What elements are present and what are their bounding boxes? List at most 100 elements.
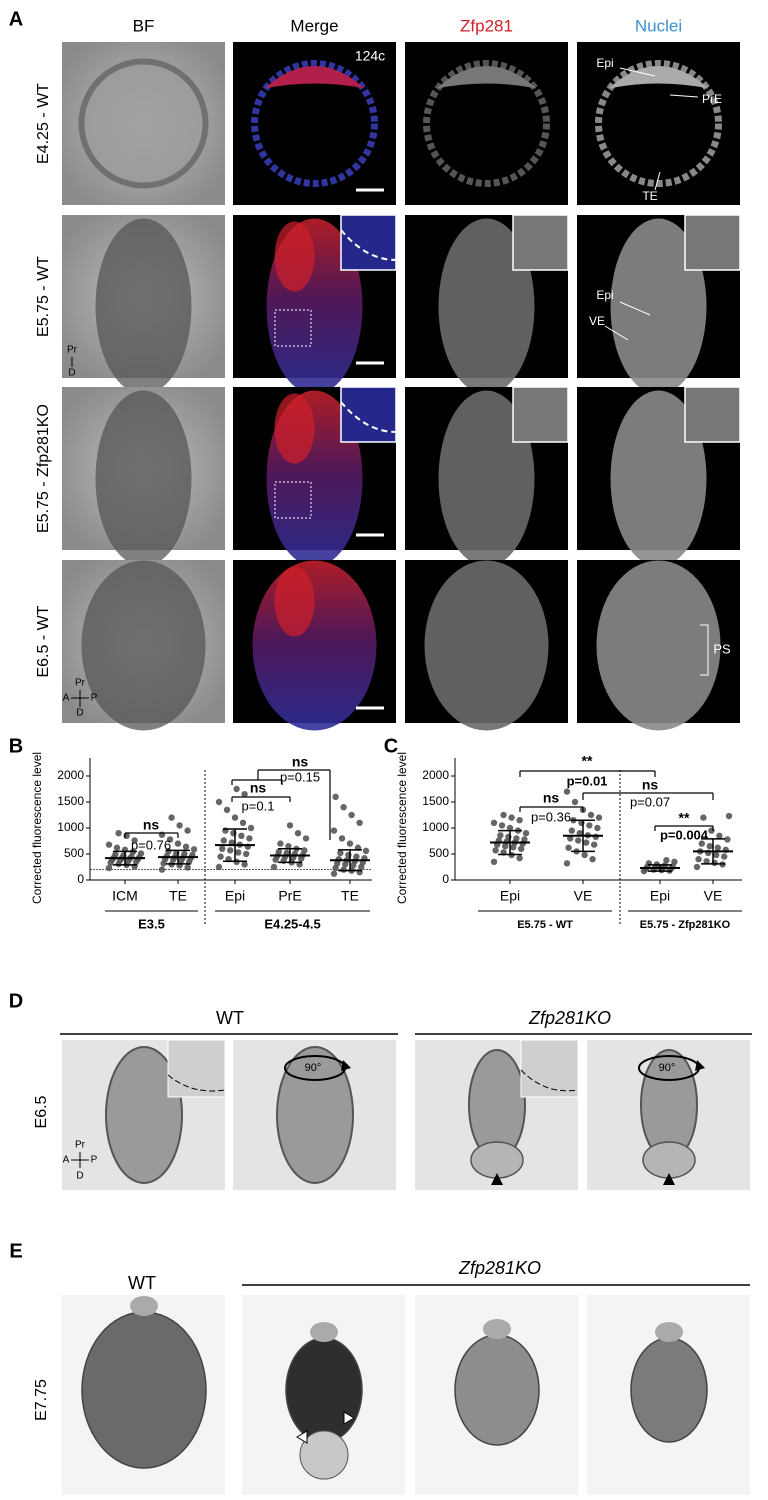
embryo — [95, 218, 192, 395]
icm — [436, 66, 537, 89]
arrowhead-marker — [343, 1411, 355, 1425]
column-header: Zfp281 — [460, 16, 513, 35]
x-tick-label: Epi — [225, 888, 245, 904]
data-point — [241, 861, 248, 868]
inset-region — [274, 309, 312, 347]
data-point — [698, 840, 705, 847]
data-point — [340, 804, 347, 811]
data-point — [490, 819, 498, 826]
data-point — [516, 854, 523, 862]
embryo — [438, 390, 535, 567]
data-point — [330, 827, 338, 834]
data-point — [695, 856, 702, 863]
data-point — [700, 814, 707, 821]
data-point — [563, 788, 571, 795]
data-point — [708, 827, 715, 834]
p-value: p=0.1 — [242, 798, 275, 813]
data-point — [217, 853, 224, 860]
data-point — [516, 817, 523, 824]
data-point — [294, 830, 302, 837]
annotation: PS — [713, 641, 731, 656]
data-point — [219, 845, 226, 852]
column-header: Merge — [290, 16, 338, 35]
y-axis-label: Corrected fluorescence level — [395, 752, 409, 904]
data-point — [184, 827, 191, 834]
embryo — [105, 1046, 183, 1184]
data-point — [575, 837, 582, 844]
data-point — [714, 844, 721, 851]
data-point — [247, 824, 255, 832]
icm — [264, 66, 365, 89]
data-point — [285, 843, 292, 850]
group-header: Zfp281KO — [458, 1258, 541, 1278]
group-header: Zfp281KO — [528, 1008, 611, 1028]
column-header: BF — [133, 16, 155, 35]
embryo-top — [274, 393, 315, 464]
embryo-distal — [642, 1141, 696, 1179]
data-point — [490, 858, 498, 865]
data-point — [286, 822, 294, 829]
inset — [167, 1039, 226, 1098]
significance: ns — [250, 780, 267, 796]
data-point — [301, 847, 308, 854]
data-point — [337, 849, 344, 857]
row-label: E6.5 - WT — [35, 605, 52, 677]
data-point — [362, 847, 370, 855]
data-point — [589, 856, 596, 863]
data-point — [513, 835, 520, 842]
data-point — [724, 836, 731, 843]
significance: ns — [292, 754, 309, 770]
data-point — [500, 811, 507, 819]
arrowhead-marker — [296, 1430, 308, 1444]
axis-label: D — [68, 368, 75, 379]
image-panel — [233, 386, 397, 567]
arrowhead — [341, 1060, 351, 1071]
y-tick-label: 1000 — [422, 820, 449, 834]
axis-label: D — [76, 708, 83, 719]
y-tick-label: 0 — [77, 872, 84, 886]
error-bar — [223, 828, 247, 863]
significance: ns — [642, 777, 659, 793]
data-point — [563, 860, 571, 867]
panel-letter: E — [9, 1240, 22, 1262]
axis-label: Pr — [75, 678, 86, 689]
data-point — [215, 798, 223, 806]
y-tick-label: 500 — [64, 846, 84, 860]
image-panel — [233, 560, 396, 731]
y-tick-label: 2000 — [422, 768, 449, 782]
image-panel — [577, 214, 741, 395]
data-point — [332, 793, 339, 800]
data-point — [595, 814, 603, 821]
ectoplacental-cone — [310, 1322, 338, 1342]
x-tick-label: TE — [341, 888, 359, 904]
data-point — [725, 812, 733, 820]
data-point — [571, 798, 579, 806]
data-point — [498, 822, 506, 829]
image-panel — [62, 387, 225, 567]
y-tick-label: 500 — [429, 846, 449, 860]
image-panel — [62, 215, 225, 395]
embryo — [454, 1334, 540, 1446]
row-label: E5.75 - WT — [35, 256, 52, 337]
data-point — [721, 853, 728, 860]
embryo — [251, 60, 378, 187]
panel-letter: C — [384, 735, 398, 757]
significance: ns — [143, 817, 160, 833]
data-point — [703, 858, 710, 865]
x-tick-label: Epi — [650, 888, 670, 904]
embryo — [276, 1046, 354, 1184]
x-tick-label: VE — [704, 888, 723, 904]
x-tick-label: PrE — [278, 888, 301, 904]
inset-outline — [340, 401, 397, 433]
axis-label: D — [76, 1171, 83, 1182]
data-point — [671, 858, 678, 865]
y-tick-label: 0 — [442, 872, 449, 886]
data-point — [215, 863, 223, 871]
arrowhead — [695, 1060, 705, 1071]
data-point — [508, 814, 515, 821]
inset — [512, 214, 569, 271]
group-label: E5.75 - Zfp281KO — [640, 919, 731, 931]
rotation-label: 90° — [305, 1062, 322, 1074]
data-point — [522, 830, 530, 837]
data-point — [131, 837, 138, 844]
